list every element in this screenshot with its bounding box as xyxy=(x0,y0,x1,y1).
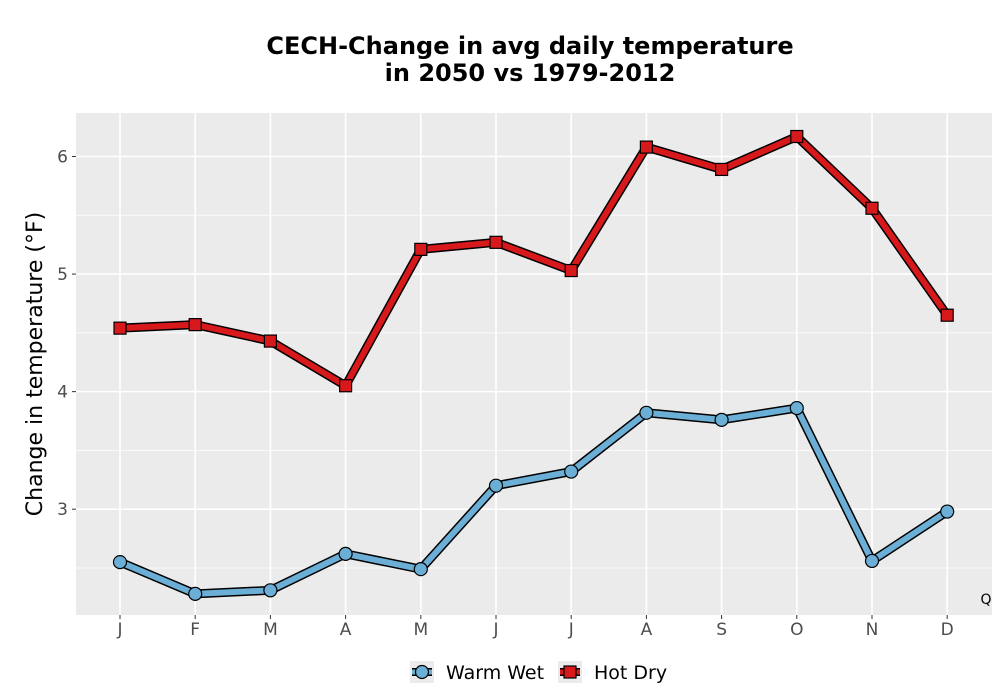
data-point xyxy=(639,405,654,420)
data-point xyxy=(639,140,654,154)
y-tick-label: 4 xyxy=(57,383,68,403)
data-point xyxy=(263,583,278,598)
data-point xyxy=(940,504,955,519)
x-tick-label: M xyxy=(263,620,278,640)
x-tick-label: N xyxy=(866,620,879,640)
data-point xyxy=(339,379,353,393)
y-axis: 3 4 5 6 xyxy=(57,147,76,520)
y-tick-label: 6 xyxy=(57,147,68,167)
y-tick-label: 5 xyxy=(57,265,68,285)
data-point xyxy=(714,162,729,177)
legend-label: Warm Wet xyxy=(446,662,544,684)
y-axis-label: Change in temperature (°F) xyxy=(23,212,48,516)
data-point xyxy=(564,263,578,278)
x-tick-label: J xyxy=(492,620,498,640)
x-tick-label: S xyxy=(716,620,727,640)
y-tick-label: 3 xyxy=(57,500,68,520)
chart-title-line-2: in 2050 vs 1979-2012 xyxy=(385,59,676,87)
legend: Warm Wet Hot Dry xyxy=(410,661,667,684)
plot-panel xyxy=(76,113,992,615)
legend-key-marker xyxy=(563,665,577,679)
x-tick-label: F xyxy=(190,620,200,640)
data-point xyxy=(489,235,503,249)
series-1 xyxy=(113,129,954,393)
series-line xyxy=(117,133,951,389)
data-point xyxy=(864,553,880,569)
x-tick-label: D xyxy=(941,620,954,640)
data-point xyxy=(188,318,202,332)
data-point xyxy=(338,546,353,561)
data-point xyxy=(188,586,203,601)
x-tick-label: A xyxy=(340,620,352,640)
series-layer xyxy=(112,129,955,601)
data-point xyxy=(413,562,428,577)
legend-key-marker xyxy=(414,664,430,680)
data-point xyxy=(865,201,879,215)
data-point xyxy=(414,242,428,256)
chart-title-line-1: CECH-Change in avg daily temperature xyxy=(266,32,793,60)
x-tick-label: J xyxy=(116,620,122,640)
x-tick-label: A xyxy=(641,620,653,640)
data-point xyxy=(940,308,954,322)
data-point xyxy=(263,334,277,348)
series-line xyxy=(117,405,951,597)
series-0 xyxy=(112,400,955,601)
data-point xyxy=(488,478,504,493)
data-point xyxy=(564,464,579,479)
data-point xyxy=(790,129,804,144)
legend-item: Hot Dry xyxy=(558,661,667,684)
x-tick-label: J xyxy=(568,620,574,640)
data-point xyxy=(112,554,128,570)
data-point xyxy=(113,321,127,335)
data-point xyxy=(714,412,729,427)
x-tick-label: O xyxy=(790,620,803,640)
legend-label: Hot Dry xyxy=(594,662,667,684)
x-tick-label: M xyxy=(413,620,428,640)
legend-item: Warm Wet xyxy=(410,661,544,684)
data-point xyxy=(789,400,804,416)
corner-label: Q xyxy=(980,592,991,608)
